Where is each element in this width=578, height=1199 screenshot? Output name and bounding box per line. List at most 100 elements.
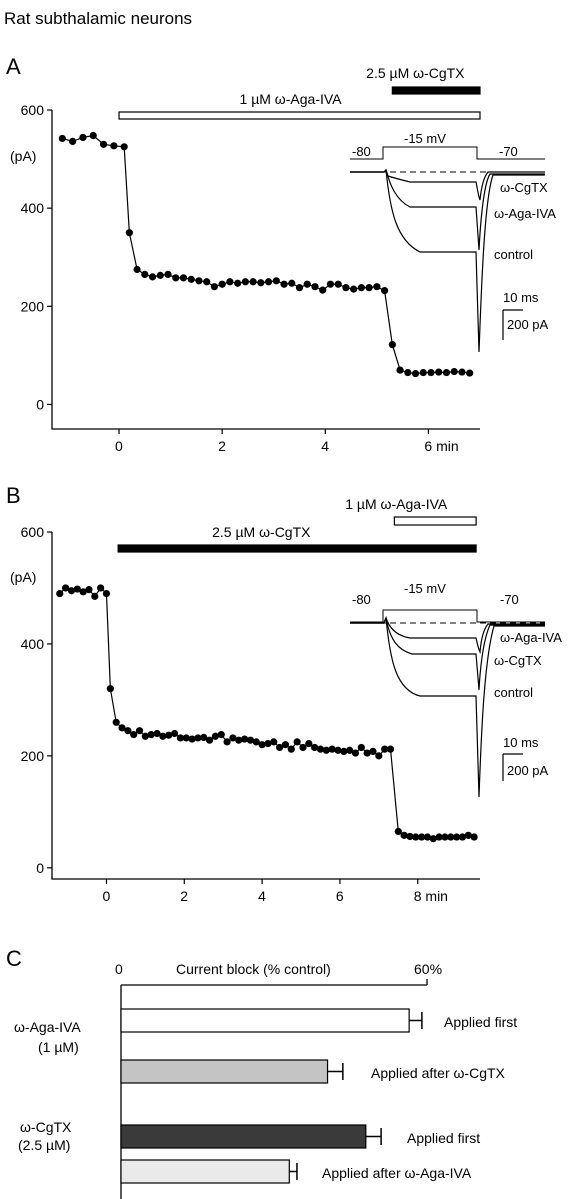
panel-a-data-point xyxy=(89,131,97,140)
panel-a-data-point xyxy=(373,283,381,291)
panel-b-data-point xyxy=(223,738,231,746)
panel-b-data-point xyxy=(394,827,402,836)
panel-a-trace-aga xyxy=(350,168,545,251)
panel-a-data-point xyxy=(404,368,412,377)
panel-b-data-point xyxy=(102,589,111,598)
panel-b-data-point xyxy=(381,745,389,753)
panel-a-data-point xyxy=(58,134,66,143)
panel-a-voltage-protocol xyxy=(350,146,545,160)
panel-b-data-point xyxy=(412,833,420,841)
panel-b-ytick-label: 200 xyxy=(21,748,45,764)
panel-a-data-point xyxy=(365,284,373,292)
panel-b-data-point xyxy=(73,585,81,593)
panel-b-inset: -80 -15 mV -70 ω-Aga-IVA ω-CgTX control … xyxy=(350,581,562,798)
panel-a: A (pA) 0 200 400 600 0 2 4 6 min 1 µM ω-Aga-IV… xyxy=(6,54,556,454)
panel-b-ytick-label: 400 xyxy=(21,636,45,652)
panel-a-letter: A xyxy=(6,54,21,79)
panel-a-data-point xyxy=(187,275,195,283)
panel-c-bar xyxy=(120,1008,410,1033)
panel-a-application-label: 2.5 µM ω-CgTX xyxy=(366,65,465,81)
panel-a-data-point xyxy=(396,366,404,374)
panel-a-data-point xyxy=(342,284,350,292)
panel-a-data-point xyxy=(357,284,365,292)
panel-b-trace-cgtx xyxy=(350,615,545,691)
panel-b-data-point xyxy=(270,738,278,746)
panel-c-tick-sixty: 60% xyxy=(414,961,442,977)
panel-a-data-point xyxy=(427,368,435,377)
panel-a-data-point xyxy=(311,283,319,291)
panel-a-data-point xyxy=(203,278,211,286)
panel-a-ytick-label: 0 xyxy=(36,396,44,412)
panel-b-data-point xyxy=(258,741,266,749)
panel-b-data-point xyxy=(118,724,126,732)
panel-a-data-point xyxy=(435,368,443,376)
panel-a-data-point xyxy=(210,283,219,291)
panel-b-data-point xyxy=(182,734,190,742)
panel-a-ytick-label: 600 xyxy=(21,102,45,118)
panel-c-tick-zero: 0 xyxy=(115,961,123,977)
panel-b-xtick-label: 2 xyxy=(180,888,188,904)
panel-b-data-point xyxy=(429,835,437,843)
panel-b-data-point xyxy=(386,745,395,753)
panel-c-bar-label: Applied after ω-Aga-IVA xyxy=(322,1165,472,1181)
panel-a-data-point xyxy=(419,368,427,377)
panel-b-data-point xyxy=(453,833,461,841)
panel-a-data-point xyxy=(466,369,474,377)
panel-b-data-point xyxy=(141,732,149,740)
panel-c: C 0 60% Current block (% control) ω-Aga-… xyxy=(6,946,517,1199)
panel-a-data-point xyxy=(110,142,118,150)
panel-b-data-point xyxy=(194,734,202,742)
panel-a-data-point xyxy=(234,279,242,287)
panel-b-letter: B xyxy=(6,483,21,508)
panel-a-trace-cgtx xyxy=(350,168,545,201)
panel-b-xtick-label: 4 xyxy=(258,888,266,904)
panel-b-data-point xyxy=(205,736,214,744)
panel-a-data-point xyxy=(69,137,77,146)
panel-a-protocol-step: -15 mV xyxy=(404,131,446,146)
panel-b-data-point xyxy=(85,586,93,594)
panel-a-data-point xyxy=(133,265,141,274)
panel-b-trace-control xyxy=(350,617,545,798)
panel-a-data-point xyxy=(450,367,458,376)
panel-b-scale-time: 10 ms xyxy=(503,735,539,750)
panel-b-data-point xyxy=(79,588,87,596)
panel-a-xtick-label: 2 xyxy=(218,438,226,454)
panel-b-ytick-label: 0 xyxy=(36,860,44,876)
panel-a-ytick-label: 200 xyxy=(21,298,45,314)
panel-b-data-point xyxy=(441,833,449,841)
panel-b-data-point xyxy=(305,739,313,748)
panel-a-trace-control xyxy=(350,168,545,353)
panel-b-data-point xyxy=(363,749,371,757)
panel-a-inset: -80 -15 mV -70 ω-CgTX ω-Aga-IVA control … xyxy=(350,131,556,353)
panel-b-scale-bar xyxy=(502,753,523,781)
panel-a-ytick-label: 400 xyxy=(21,200,45,216)
panel-a-data-point xyxy=(79,133,87,142)
panel-b-xtick-label: 0 xyxy=(102,888,110,904)
panel-b-data-point xyxy=(369,747,377,755)
panel-b-data-point xyxy=(423,833,432,841)
panel-b-data-point xyxy=(67,587,76,595)
panel-b-data-point xyxy=(246,736,255,744)
panel-b-y-unit: (pA) xyxy=(10,569,36,585)
panel-b-data-point xyxy=(200,733,208,742)
panel-a-data-point xyxy=(218,280,226,288)
panel-b-data-point xyxy=(170,729,179,738)
panel-b-application-bar xyxy=(117,544,477,553)
panel-b-data-point xyxy=(124,727,132,735)
panel-b-label-control: control xyxy=(494,685,533,700)
panel-c-bar xyxy=(120,1159,290,1184)
panel-a-application-bar xyxy=(118,111,481,120)
panel-b-data-point xyxy=(229,734,237,742)
panel-b-protocol-step: -15 mV xyxy=(404,581,446,596)
panel-a-label-aga: ω-Aga-IVA xyxy=(494,206,556,221)
panel-b-data-point xyxy=(351,749,360,757)
panel-c-bar-label: Applied after ω-CgTX xyxy=(371,1065,506,1081)
panel-b-data-point xyxy=(346,746,354,754)
panel-c-error-bar xyxy=(365,1128,382,1145)
panel-b-data-point xyxy=(328,745,336,753)
panel-b-xtick-label: 8 min xyxy=(414,888,448,904)
panel-b-data-point xyxy=(106,685,114,693)
panel-b-data-point xyxy=(406,832,414,841)
panel-a-data-point xyxy=(257,279,265,287)
panel-a-label-cgtx: ω-CgTX xyxy=(500,180,548,195)
